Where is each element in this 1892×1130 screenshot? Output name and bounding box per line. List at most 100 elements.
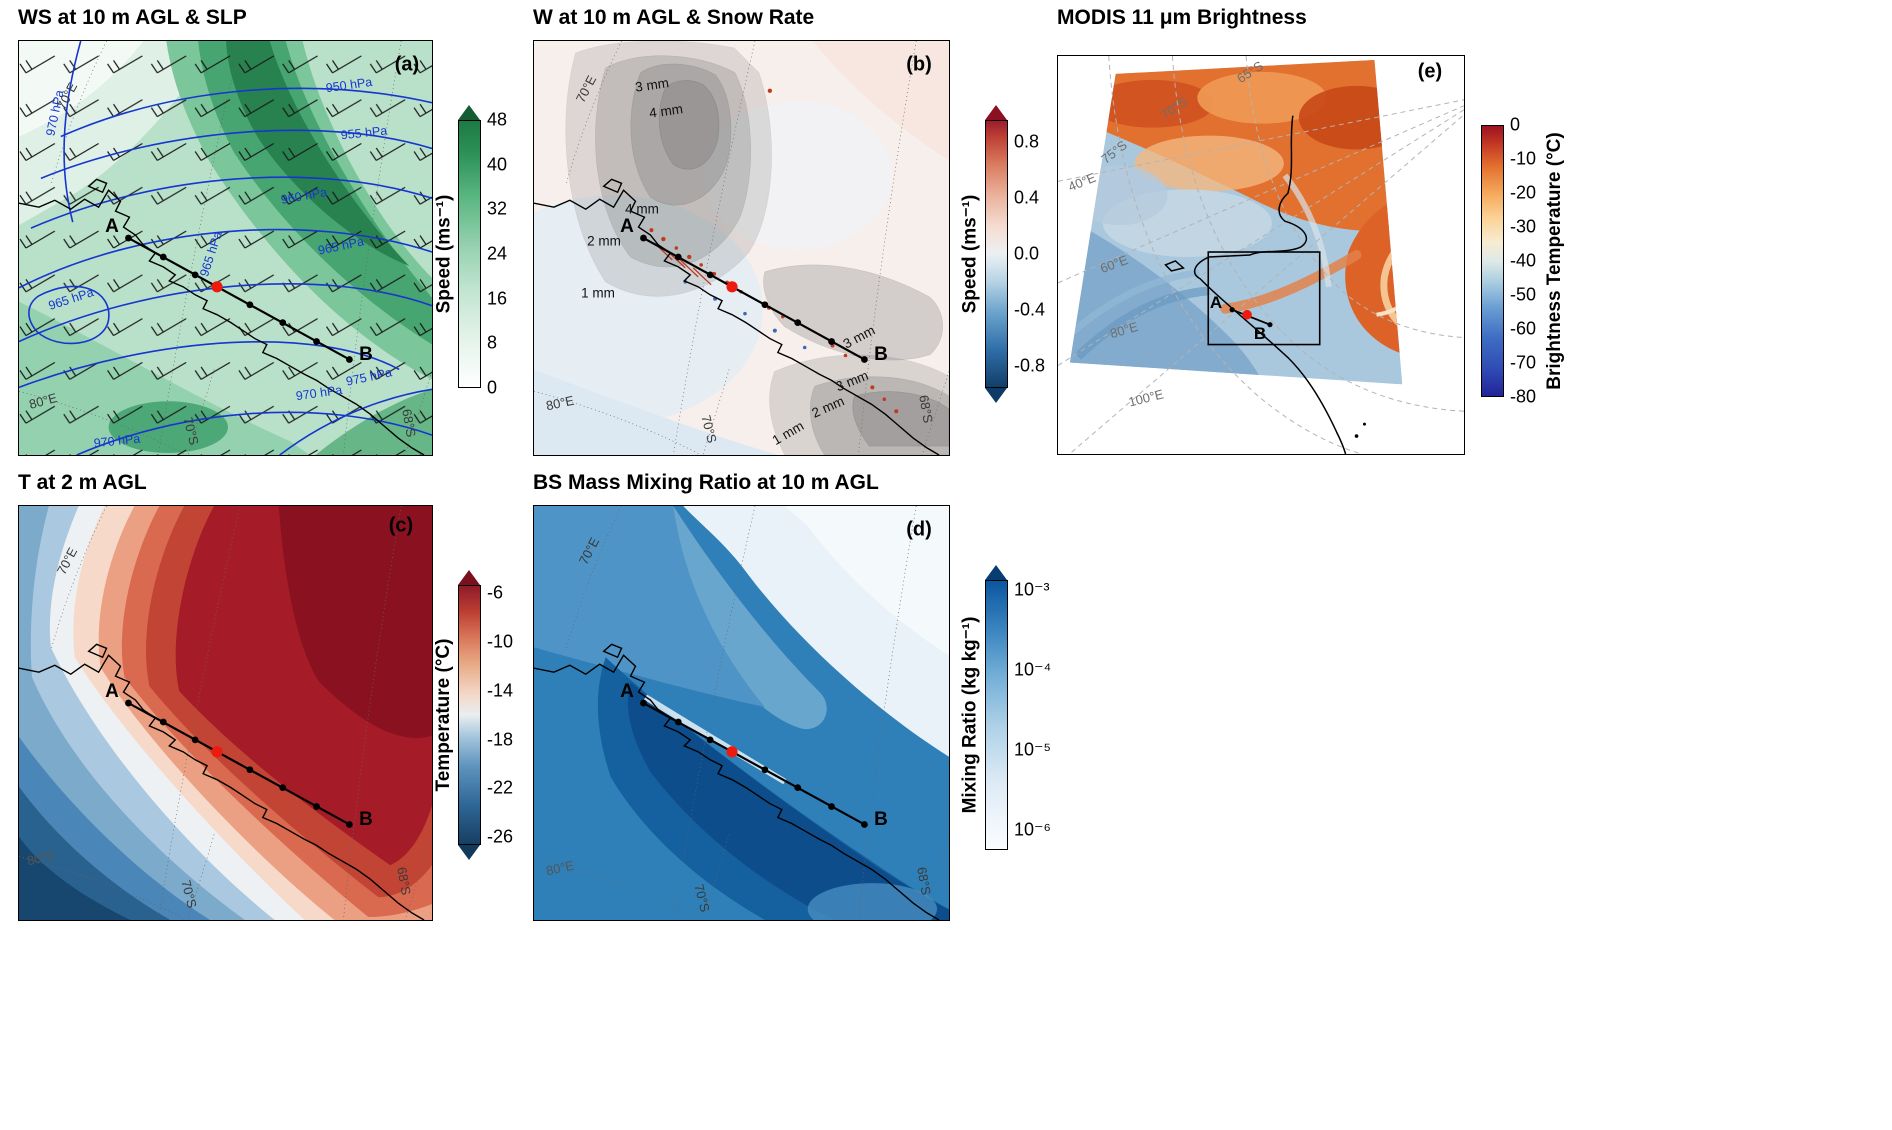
snow-rate-label: 4 mm <box>625 201 659 217</box>
colorbar-e-tick: -70 <box>1510 352 1537 373</box>
colorbar-c-bottom-arrow <box>458 845 480 860</box>
colorbar-b <box>985 120 1008 388</box>
transect-label-a: A <box>620 216 634 237</box>
coastline <box>1164 115 1347 454</box>
transect-line <box>640 699 868 828</box>
red-transect-point <box>726 281 738 293</box>
transect-label-a: A <box>105 216 119 237</box>
colorbar-a <box>458 120 481 388</box>
colorbar-a-tick: 32 <box>487 198 508 219</box>
panel-a-title: WS at 10 m AGL & SLP <box>18 6 247 29</box>
colorbar-a-top-arrow <box>458 105 480 120</box>
colorbar-c-tick: -18 <box>487 729 514 750</box>
colorbar-c-tick: -26 <box>487 826 514 847</box>
transect-label-a: A <box>105 681 119 702</box>
colorbar-e-tick: 0 <box>1510 114 1521 135</box>
panel-b: (b) 3 mm 4 mm 4 mm 2 mm 1 mm 3 mm 3 mm 2… <box>533 40 950 456</box>
colorbar-d-label: Mixing Ratio (kg kg⁻¹) <box>959 616 981 814</box>
colorbar-e-tick: -20 <box>1510 182 1537 203</box>
colorbar-e-tick: -60 <box>1510 318 1537 339</box>
panel-a-tag: (a) <box>394 53 420 76</box>
coastline <box>19 643 425 920</box>
colorbar-a-label: Speed (ms⁻¹) <box>433 194 455 314</box>
coastline <box>534 178 940 455</box>
transect-line <box>640 234 868 363</box>
colorbar-b-tick: 0.8 <box>1014 131 1040 152</box>
panel-e-tag: (e) <box>1417 60 1443 83</box>
colorbar-c-label: Temperature (°C) <box>433 638 454 792</box>
colorbar-d-tick: 10⁻⁴ <box>1014 659 1052 680</box>
panel-d: (d) 70°E 80°E 70°S 68°S A B <box>533 505 950 921</box>
red-transect-point <box>211 746 223 758</box>
colorbar-d-tick: 10⁻⁶ <box>1014 819 1051 840</box>
colorbar-a-tick: 0 <box>487 377 498 398</box>
red-transect-point <box>726 746 738 758</box>
transect-label-b: B <box>874 344 888 365</box>
colorbar-e <box>1481 125 1504 397</box>
colorbar-e-tick: -30 <box>1510 216 1537 237</box>
colorbar-c-tick: -6 <box>487 582 504 603</box>
colorbar-d-top-arrow <box>985 565 1007 580</box>
modis-brightness-map <box>1058 56 1464 454</box>
transect-line <box>125 699 353 828</box>
coastline <box>19 178 425 455</box>
snow-rate-label: 1 mm <box>581 285 615 301</box>
vertical-velocity-snow-map <box>534 41 949 455</box>
colorbar-d <box>985 580 1008 850</box>
colorbar-c-tick: -14 <box>487 680 514 701</box>
colorbar-e-tick: -50 <box>1510 284 1537 305</box>
transect-label-b: B <box>1253 324 1267 343</box>
panel-e-title: MODIS 11 μm Brightness <box>1057 6 1307 29</box>
slp-contours <box>19 41 432 455</box>
coastline <box>534 643 940 920</box>
colorbar-b-tick: -0.4 <box>1014 299 1046 320</box>
transect-label-b: B <box>359 809 373 830</box>
satellite-swath <box>1069 59 1403 385</box>
snow-rate-shading <box>565 41 949 455</box>
colorbar-e-tick: -80 <box>1510 386 1537 407</box>
colorbar-c-top-arrow <box>458 570 480 585</box>
snow-rate-label: 2 mm <box>587 233 621 249</box>
colorbar-c <box>458 585 481 845</box>
colorbar-e-tick: -10 <box>1510 148 1537 169</box>
colorbar-b-tick: 0.4 <box>1014 187 1040 208</box>
panel-d-title: BS Mass Mixing Ratio at 10 m AGL <box>533 471 879 494</box>
colorbar-b-bottom-arrow <box>985 388 1007 403</box>
transect-label-b: B <box>359 344 373 365</box>
panel-a: (a) 950 hPa 955 hPa 960 hPa 965 hPa 965 … <box>18 40 433 456</box>
panel-b-title: W at 10 m AGL & Snow Rate <box>533 6 815 29</box>
transect-label-a: A <box>1209 293 1223 312</box>
wind-barbs <box>19 41 432 455</box>
transect-label-b: B <box>874 809 888 830</box>
colorbar-b-top-arrow <box>985 105 1007 120</box>
panel-b-tag: (b) <box>906 53 932 76</box>
red-transect-point <box>211 281 223 293</box>
colorbar-c-tick: -10 <box>487 631 514 652</box>
graticule <box>1058 56 1464 454</box>
transect-line <box>125 234 353 363</box>
colorbar-a-tick: 8 <box>487 332 498 353</box>
panel-c: (c) 70°E 80°E 70°S 68°S A B <box>18 505 433 921</box>
red-transect-point <box>1242 309 1252 320</box>
colorbar-a-tick: 48 <box>487 109 508 130</box>
colorbar-a-tick: 40 <box>487 154 508 175</box>
colorbar-e-label: Brightness Temperature (°C) <box>1544 132 1565 390</box>
colorbar-e-tick: -40 <box>1510 250 1537 271</box>
wind-speed-slp-map <box>19 41 432 455</box>
panel-d-tag: (d) <box>906 518 932 541</box>
transect-line <box>1229 307 1273 328</box>
inset-box <box>1207 251 1321 346</box>
transect-label-a: A <box>620 681 634 702</box>
colorbar-a-tick: 16 <box>487 288 508 309</box>
colorbar-b-tick: 0.0 <box>1014 243 1040 264</box>
blowing-snow-mixing-ratio-map <box>534 506 949 920</box>
colorbar-a-tick: 24 <box>487 243 508 264</box>
colorbar-d-tick: 10⁻³ <box>1014 579 1050 600</box>
temperature-map <box>19 506 432 920</box>
colorbar-c-tick: -22 <box>487 777 514 798</box>
panel-c-title: T at 2 m AGL <box>18 471 147 494</box>
panel-e: (e) 65°S 70°S 75°S 40°E 60°E 80°E 100°E … <box>1057 55 1465 455</box>
colorbar-b-label: Speed (ms⁻¹) <box>959 194 981 314</box>
colorbar-d-tick: 10⁻⁵ <box>1014 739 1051 760</box>
